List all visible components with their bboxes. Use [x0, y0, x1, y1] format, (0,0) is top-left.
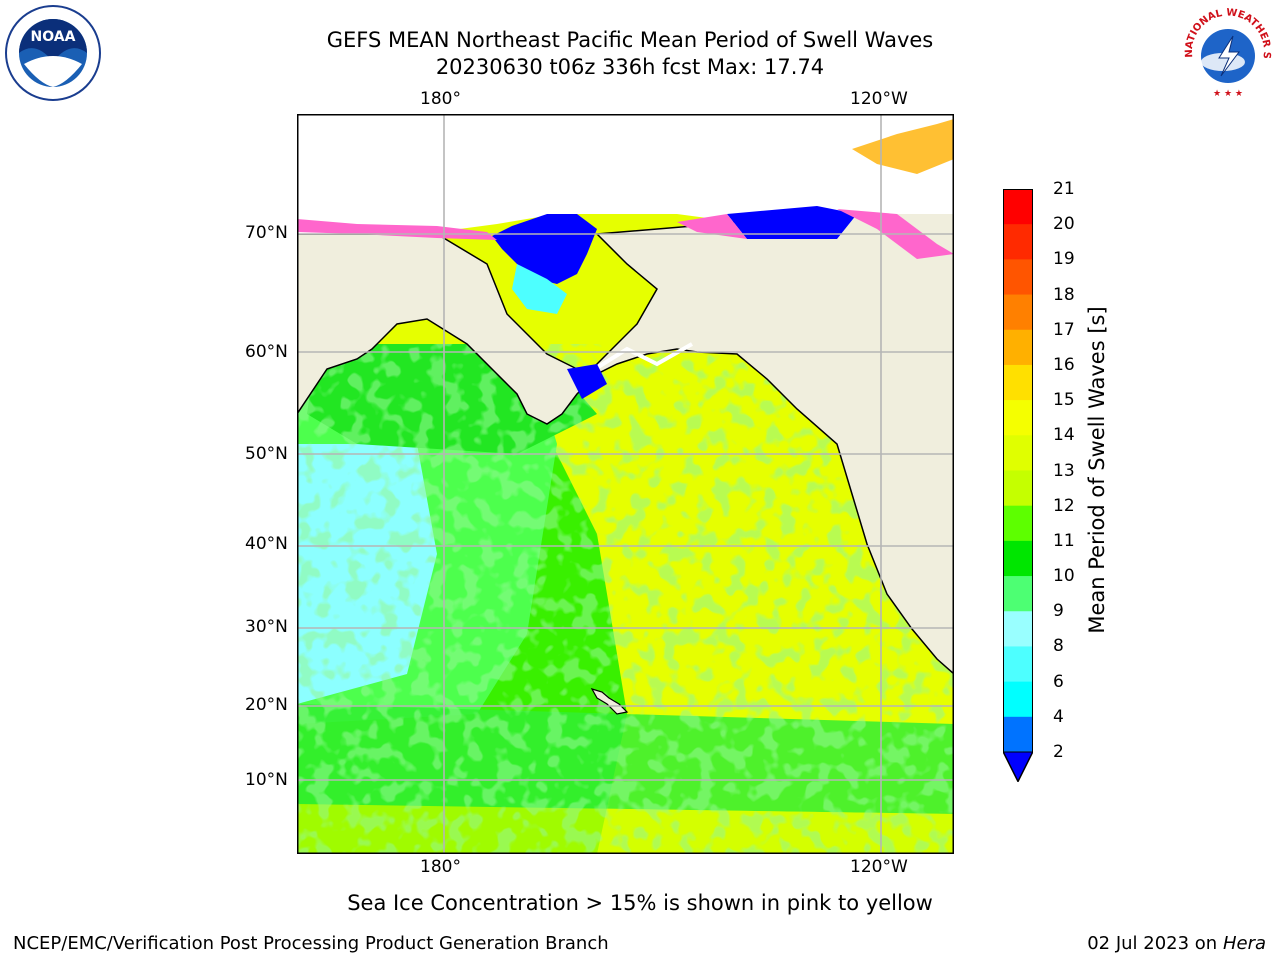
- colorbar-tick-label: 10: [1053, 566, 1075, 587]
- chart-title: GEFS MEAN Northeast Pacific Mean Period …: [326, 28, 934, 52]
- footer-credit: NCEP/EMC/Verification Post Processing Pr…: [13, 933, 609, 954]
- colorbar-swatch: [1003, 681, 1033, 718]
- noaa-logo-text: NOAA: [31, 29, 76, 45]
- noaa-logo: NOAA: [5, 5, 101, 101]
- colorbar-swatch: [1003, 540, 1033, 577]
- lat-label-30n: 30°N: [245, 617, 288, 637]
- lon-label-top-180: 180°: [420, 89, 461, 109]
- lon-label-bottom-120w: 120°W: [850, 857, 908, 877]
- colorbar-tick-label: 18: [1053, 284, 1075, 305]
- colorbar-swatch: [1003, 224, 1033, 260]
- lat-label-50n: 50°N: [245, 444, 288, 464]
- colorbar-tick-label: 8: [1053, 636, 1064, 657]
- sea-ice-note: Sea Ice Concentration > 15% is shown in …: [347, 891, 933, 915]
- colorbar-swatch: [1003, 646, 1033, 683]
- colorbar-swatch: [1003, 435, 1033, 471]
- colorbar-tick-label: 15: [1053, 390, 1075, 411]
- lat-label-20n: 20°N: [245, 695, 288, 715]
- swell-period-map: [297, 114, 954, 854]
- colorbar-outline: [1003, 189, 1033, 782]
- svg-text:★ ★ ★: ★ ★ ★: [1213, 89, 1243, 99]
- colorbar-swatch: [1003, 576, 1033, 612]
- colorbar-tick-label: 20: [1053, 214, 1075, 235]
- colorbar-tick-label: 14: [1053, 425, 1075, 446]
- footer-host: Hera: [1222, 933, 1266, 954]
- colorbar-tick-label: 6: [1053, 671, 1064, 692]
- colorbar-title: Mean Period of Swell Waves [s]: [1085, 306, 1109, 634]
- colorbar-tick-label: 11: [1053, 530, 1075, 551]
- colorbar-tick-label: 13: [1053, 460, 1075, 481]
- colorbar-tick-label: 17: [1053, 319, 1075, 340]
- colorbar-extend-triangle: [1003, 751, 1033, 782]
- colorbar-tick-label: 19: [1053, 249, 1075, 270]
- lat-label-70n: 70°N: [245, 223, 288, 243]
- colorbar-tick-label: 9: [1053, 601, 1064, 622]
- nws-logo: NATIONAL WEATHER SERVICE ★ ★ ★: [1179, 4, 1274, 99]
- lat-label-40n: 40°N: [245, 534, 288, 554]
- footer-date-text: 02 Jul 2023 on: [1087, 933, 1223, 954]
- colorbar: [1003, 189, 1033, 782]
- chart-subtitle: 20230630 t06z 336h fcst Max: 17.74: [435, 55, 825, 79]
- colorbar-swatch: [1003, 470, 1033, 507]
- colorbar-swatch: [1003, 505, 1033, 542]
- colorbar-swatch: [1003, 716, 1033, 753]
- lat-label-10n: 10°N: [245, 770, 288, 790]
- colorbar-tick-label: 16: [1053, 354, 1075, 375]
- colorbar-swatch: [1003, 364, 1033, 401]
- colorbar-tick-label: 4: [1053, 706, 1064, 727]
- colorbar-swatch: [1003, 259, 1033, 296]
- colorbar-swatch: [1003, 611, 1033, 647]
- colorbar-tick-label: 2: [1053, 742, 1064, 762]
- map-panel: [297, 114, 954, 854]
- colorbar-swatch: [1003, 400, 1033, 436]
- lat-label-60n: 60°N: [245, 342, 288, 362]
- footer-date: 02 Jul 2023 on Hera: [1087, 933, 1266, 954]
- colorbar-tick-label: 12: [1053, 495, 1075, 516]
- lon-label-bottom-180: 180°: [420, 857, 461, 877]
- colorbar-swatch: [1003, 329, 1033, 366]
- lon-label-top-120w: 120°W: [850, 89, 908, 109]
- colorbar-swatch: [1003, 294, 1033, 331]
- colorbar-swatch: [1003, 189, 1033, 225]
- colorbar-tick-label: 21: [1053, 179, 1075, 199]
